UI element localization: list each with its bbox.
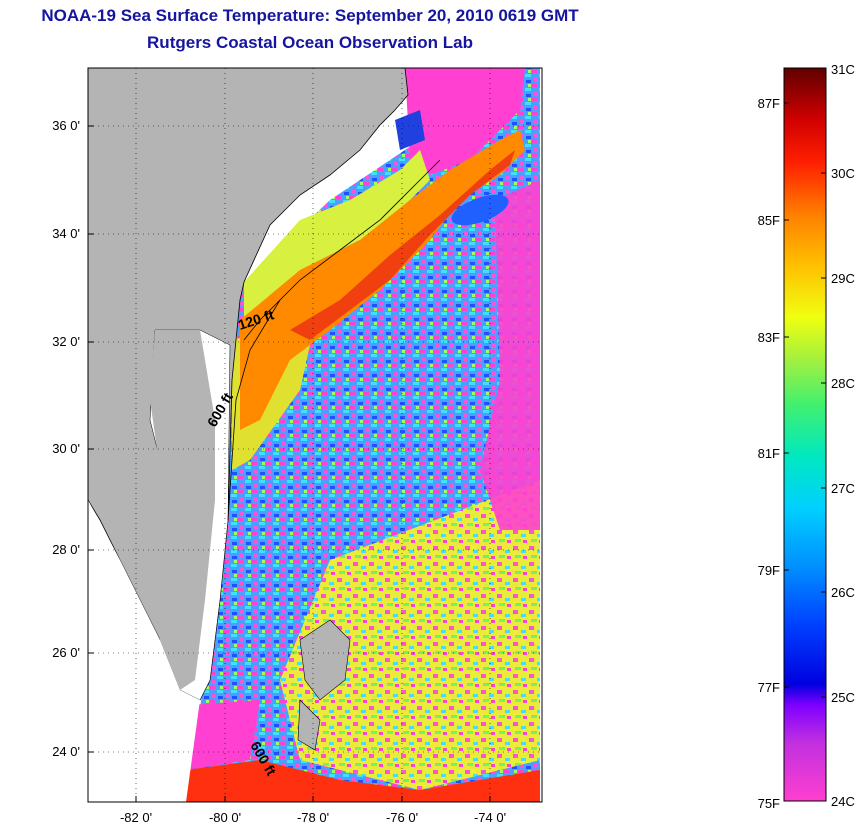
land-florida	[150, 330, 215, 690]
gulf-stream-core	[290, 150, 515, 340]
frame-ticks	[88, 125, 491, 802]
colorbar-label-27c: 27C	[831, 481, 855, 496]
colorbar-ticks	[784, 102, 826, 698]
lat-label-36: 36 0'	[52, 118, 80, 133]
map-title: NOAA-19 Sea Surface Temperature: Septemb…	[41, 6, 579, 25]
colorbar-label-79f: 79F	[757, 563, 780, 578]
colorbar-label-81f: 81F	[757, 446, 780, 461]
lon-label-80: -80 0'	[208, 810, 242, 825]
map-subtitle: Rutgers Coastal Ocean Observation Lab	[147, 33, 473, 52]
lat-label-34: 34 0'	[52, 226, 80, 241]
colorbar-label-29c: 29C	[831, 271, 855, 286]
contour-600ft	[227, 299, 281, 521]
lat-label-28: 28 0'	[52, 542, 80, 557]
lon-label-82: -82 0'	[119, 810, 153, 825]
colorbar-label-25c: 25C	[831, 690, 855, 705]
graticule	[88, 68, 542, 802]
colorbar-label-83f: 83F	[757, 330, 780, 345]
lon-label-76: -76 0'	[385, 810, 419, 825]
map-border	[87, 67, 543, 803]
colorbar-label-85f: 85F	[757, 213, 780, 228]
warm-strip-south	[186, 760, 540, 802]
colorbar-label-24c: 24C	[831, 794, 855, 809]
cloud-mask-south	[186, 700, 260, 770]
lat-label-32: 32 0'	[52, 334, 80, 349]
colorbar-label-26c: 26C	[831, 585, 855, 600]
warm-south-region	[280, 480, 540, 790]
bahamas-island	[299, 619, 351, 701]
gulf-of-mexico	[88, 500, 200, 802]
andros-island	[297, 699, 321, 751]
lat-label-26: 26 0'	[52, 645, 80, 660]
cold-eddy	[451, 194, 509, 226]
colorbar-label-31c: 31C	[831, 62, 855, 77]
lon-label-74: -74 0'	[473, 810, 507, 825]
colorbar	[783, 67, 827, 802]
cloud-mask-north	[405, 68, 525, 175]
lon-label-78: -78 0'	[296, 810, 330, 825]
colorbar-label-87f: 87F	[757, 96, 780, 111]
lat-label-24: 24 0'	[52, 744, 80, 759]
pamlico-sound	[395, 110, 425, 150]
cloud-mask-east	[480, 180, 540, 530]
colorbar-label-77f: 77F	[757, 680, 780, 695]
colorbar-label-75f: 75F	[757, 796, 780, 811]
colorbar-label-28c: 28C	[831, 376, 855, 391]
contour-120ft	[243, 159, 441, 341]
colorbar-label-30c: 30C	[831, 166, 855, 181]
lat-label-30: 30 0'	[52, 441, 80, 456]
